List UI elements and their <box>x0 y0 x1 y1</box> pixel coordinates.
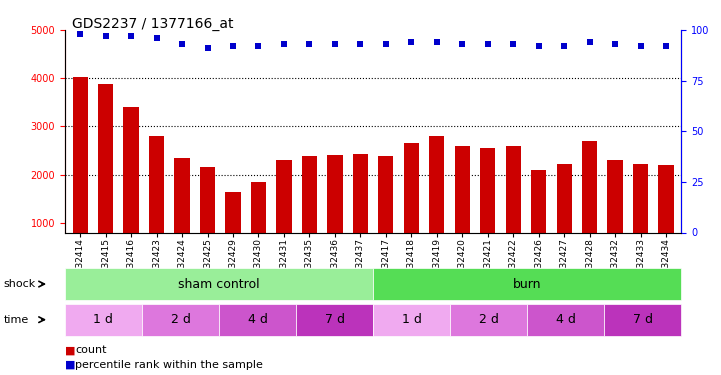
Point <box>355 41 366 47</box>
Point <box>431 39 443 45</box>
Bar <box>200 167 215 271</box>
Point <box>456 41 468 47</box>
Point <box>660 43 672 49</box>
Text: percentile rank within the sample: percentile rank within the sample <box>75 360 263 369</box>
Bar <box>429 136 444 271</box>
Text: count: count <box>75 345 107 355</box>
Bar <box>480 148 495 271</box>
Bar <box>226 192 241 271</box>
Text: 1 d: 1 d <box>94 313 113 326</box>
Bar <box>327 155 342 271</box>
Point <box>482 41 493 47</box>
Text: 4 d: 4 d <box>556 313 575 326</box>
Point <box>151 35 162 41</box>
Bar <box>73 77 88 271</box>
Point <box>405 39 417 45</box>
Point <box>558 43 570 49</box>
Text: 4 d: 4 d <box>247 313 267 326</box>
Bar <box>404 143 419 271</box>
Bar <box>557 164 572 271</box>
Point <box>202 45 213 51</box>
Bar <box>505 146 521 271</box>
Text: burn: burn <box>513 278 541 291</box>
Point <box>609 41 621 47</box>
Point <box>329 41 341 47</box>
Point <box>634 43 646 49</box>
Bar <box>251 182 266 271</box>
Text: 7 d: 7 d <box>633 313 653 326</box>
Text: ■: ■ <box>65 345 76 355</box>
Point <box>253 43 265 49</box>
Bar <box>455 146 470 271</box>
Point <box>508 41 519 47</box>
Bar <box>608 160 623 271</box>
Text: shock: shock <box>4 279 36 289</box>
Bar <box>276 160 291 271</box>
Point <box>304 41 315 47</box>
Bar <box>582 141 597 271</box>
Bar <box>531 170 547 271</box>
Text: sham control: sham control <box>178 278 260 291</box>
Text: 2 d: 2 d <box>479 313 499 326</box>
Bar <box>123 106 138 271</box>
Text: 7 d: 7 d <box>324 313 345 326</box>
Bar <box>302 156 317 271</box>
Text: time: time <box>4 315 29 325</box>
Point <box>227 43 239 49</box>
Point <box>125 33 137 39</box>
Text: 1 d: 1 d <box>402 313 422 326</box>
Point <box>278 41 290 47</box>
Point <box>177 41 188 47</box>
Text: 2 d: 2 d <box>171 313 190 326</box>
Point <box>533 43 544 49</box>
Bar <box>633 164 648 271</box>
Bar <box>353 154 368 271</box>
Point <box>584 39 596 45</box>
Point <box>100 33 112 39</box>
Point <box>380 41 392 47</box>
Text: ■: ■ <box>65 360 76 369</box>
Bar <box>149 136 164 271</box>
Bar <box>658 165 673 271</box>
Bar <box>379 156 394 271</box>
Point <box>74 31 86 37</box>
Text: GDS2237 / 1377166_at: GDS2237 / 1377166_at <box>72 17 234 31</box>
Bar <box>98 84 113 271</box>
Bar <box>174 158 190 271</box>
